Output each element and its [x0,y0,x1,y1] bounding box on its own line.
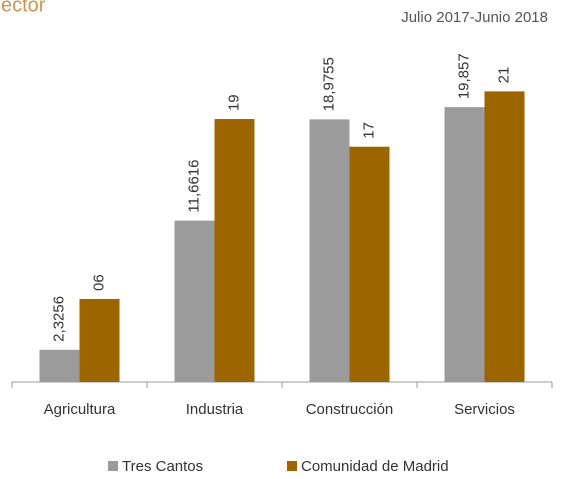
x-tick-label: Servicios [454,401,515,418]
data-label: 19,857 [455,53,472,99]
bar [174,220,215,382]
x-tick-label: Industria [186,401,244,418]
data-label: 17 [360,122,377,139]
legend-label: Tres Cantos [122,458,203,475]
bar [484,91,525,383]
chart-title: sector [0,0,46,16]
bar [214,119,255,382]
data-label: 06 [90,274,107,291]
legend-label: Comunidad de Madrid [301,458,449,475]
bar [39,349,80,382]
bar [444,107,485,382]
legend-swatch [287,461,297,471]
data-label: 2,3256 [50,296,67,342]
data-label: 21 [495,67,512,84]
x-tick-label: Construcción [306,401,394,418]
chart-subtitle: Julio 2017-Junio 2018 [401,9,548,26]
bar [79,298,120,382]
data-label: 19 [225,94,242,111]
legend-swatch [108,461,118,471]
bar [309,119,350,382]
data-label: 11,6616 [185,159,202,212]
data-label: 18,9755 [320,57,337,111]
x-tick-label: Agricultura [44,401,116,418]
bar [349,146,390,382]
